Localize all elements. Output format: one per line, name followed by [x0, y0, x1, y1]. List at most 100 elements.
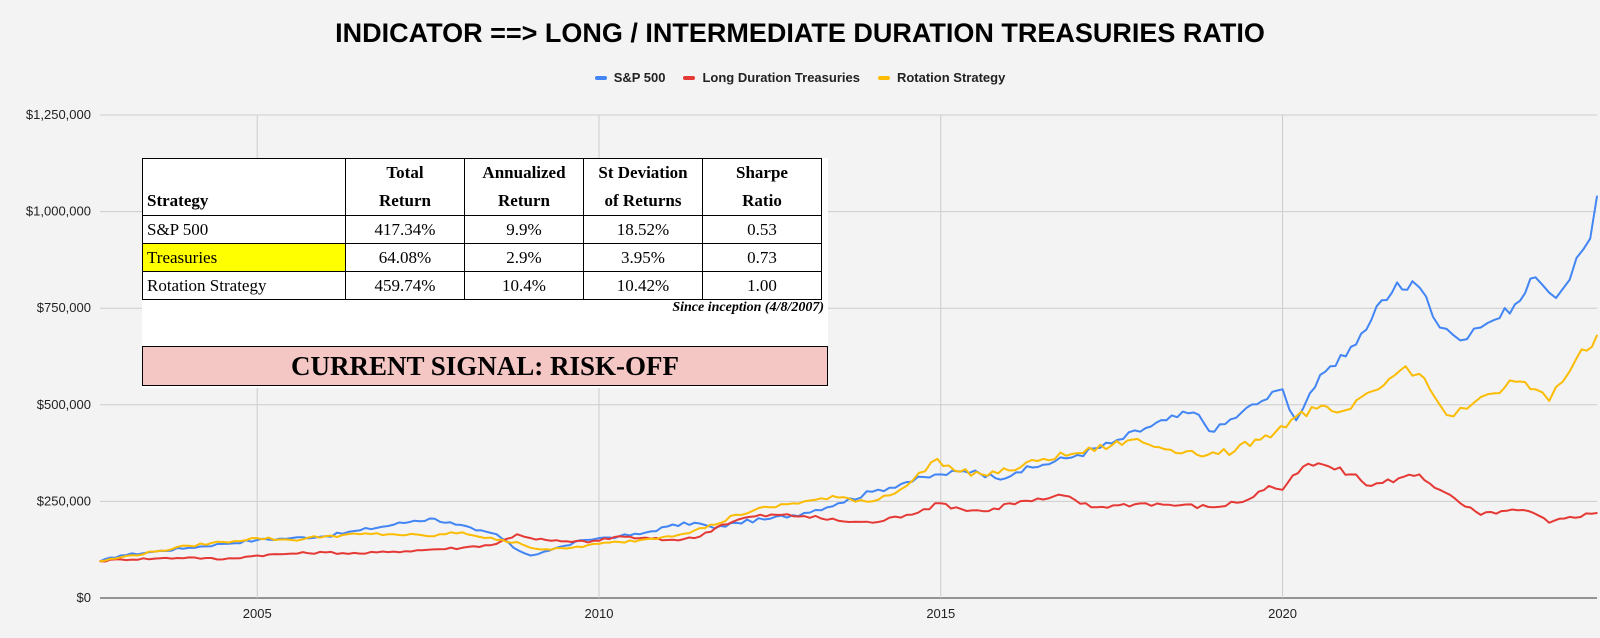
data-point-long-duration-treasuries	[1213, 506, 1216, 508]
data-point-rotation-strategy	[1315, 407, 1318, 410]
data-point-rotation-strategy	[516, 541, 518, 543]
axis-layer: $0 $250,000 $500,000 $750,000 $1,000,000 $1,2…	[26, 107, 1297, 621]
cell-strategy: Treasuries	[142, 243, 346, 272]
data-point-long-duration-treasuries	[1145, 502, 1147, 505]
legend-swatch-sp500	[594, 75, 607, 80]
data-point-rotation-strategy	[1534, 388, 1537, 391]
data-point-rotation-strategy	[222, 541, 224, 543]
data-point-long-duration-treasuries	[666, 539, 669, 541]
data-point-s-p-500	[1411, 280, 1414, 282]
data-point-long-duration-treasuries	[570, 541, 573, 543]
series-layer	[99, 195, 1598, 563]
data-point-s-p-500	[639, 533, 641, 536]
data-point-s-p-500	[1479, 326, 1482, 329]
data-point-s-p-500	[1452, 334, 1455, 337]
legend-item-rotation-strategy[interactable]: Rotation Strategy	[877, 70, 1006, 85]
cell-total-return: 64.08%	[345, 243, 465, 272]
data-point-s-p-500	[1213, 431, 1216, 433]
data-point-long-duration-treasuries	[358, 552, 361, 555]
data-point-s-p-500	[512, 546, 515, 549]
data-point-rotation-strategy	[1548, 400, 1550, 402]
data-point-rotation-strategy	[1186, 450, 1188, 452]
data-point-s-p-500	[1596, 195, 1598, 197]
stats-header-row: Strategy Total Return Annualized Return St…	[142, 158, 822, 216]
data-point-rotation-strategy	[256, 537, 259, 539]
data-point-long-duration-treasuries	[1090, 506, 1092, 508]
cell-strategy: S&P 500	[142, 215, 346, 244]
header-sharpe-ratio: Sharpe Ratio	[702, 158, 822, 216]
data-point-s-p-500	[393, 523, 395, 526]
data-point-long-duration-treasuries	[393, 550, 395, 553]
data-point-s-p-500	[1438, 326, 1441, 329]
data-point-long-duration-treasuries	[516, 533, 518, 536]
data-point-s-p-500	[1466, 338, 1468, 340]
legend-label-rotation-strategy: Rotation Strategy	[896, 70, 1006, 85]
data-point-rotation-strategy	[1042, 458, 1045, 460]
data-point-long-duration-treasuries	[188, 556, 190, 559]
legend-item-sp500[interactable]: S&P 500	[594, 70, 666, 85]
data-point-rotation-strategy	[1110, 444, 1113, 447]
data-point-s-p-500	[222, 543, 224, 545]
cell-st-deviation: 3.95%	[583, 243, 703, 272]
header-strategy: Strategy	[142, 158, 346, 216]
data-point-s-p-500	[994, 477, 997, 480]
legend-item-long-duration-treasuries[interactable]: Long Duration Treasuries	[683, 70, 860, 85]
data-point-s-p-500	[529, 554, 532, 557]
data-point-s-p-500	[1281, 388, 1284, 391]
cell-annualized-return: 10.4%	[464, 271, 584, 300]
data-point-rotation-strategy	[570, 546, 573, 549]
data-point-long-duration-treasuries	[960, 508, 963, 510]
data-point-rotation-strategy	[99, 560, 101, 563]
data-point-rotation-strategy	[837, 496, 840, 499]
data-point-rotation-strategy	[119, 556, 122, 559]
data-point-rotation-strategy	[1418, 373, 1421, 375]
cell-annualized-return: 9.9%	[464, 215, 584, 244]
header-annualized-return: Annualized Return	[464, 158, 584, 216]
data-point-rotation-strategy	[1131, 438, 1133, 441]
data-point-s-p-500	[693, 521, 696, 524]
data-point-s-p-500	[358, 529, 361, 532]
data-point-long-duration-treasuries	[1008, 502, 1010, 505]
data-point-rotation-strategy	[1233, 450, 1236, 452]
series-line-rotation-strategy	[99, 334, 1598, 563]
data-point-rotation-strategy	[324, 535, 327, 537]
data-point-s-p-500	[1165, 419, 1168, 422]
data-point-long-duration-treasuries	[1568, 516, 1571, 518]
data-point-s-p-500	[413, 519, 416, 522]
data-point-rotation-strategy	[1514, 380, 1516, 383]
table-row: Treasuries 64.08% 2.9% 3.95% 0.73	[142, 243, 822, 272]
data-point-rotation-strategy	[693, 529, 696, 532]
data-point-long-duration-treasuries	[693, 537, 696, 539]
cell-sharpe-ratio: 0.53	[702, 215, 822, 244]
data-point-long-duration-treasuries	[748, 516, 751, 518]
data-point-s-p-500	[734, 521, 737, 524]
data-point-long-duration-treasuries	[1370, 485, 1373, 487]
data-point-long-duration-treasuries	[803, 515, 805, 517]
data-point-s-p-500	[1534, 276, 1537, 279]
data-point-long-duration-treasuries	[837, 519, 840, 522]
data-point-rotation-strategy	[188, 545, 190, 547]
cell-strategy: Rotation Strategy	[142, 271, 346, 300]
y-tick-label: $500,000	[37, 397, 91, 412]
legend-label-sp500: S&P 500	[613, 70, 666, 85]
data-point-long-duration-treasuries	[598, 540, 600, 542]
data-point-long-duration-treasuries	[1042, 498, 1045, 501]
data-point-long-duration-treasuries	[256, 554, 259, 557]
data-point-rotation-strategy	[1404, 365, 1407, 367]
data-point-long-duration-treasuries	[1302, 465, 1304, 468]
x-tick-label: 2015	[926, 606, 955, 621]
table-row: S&P 500 417.34% 9.9% 18.52% 0.53	[142, 215, 822, 244]
data-point-long-duration-treasuries	[1479, 514, 1482, 516]
data-point-rotation-strategy	[618, 541, 621, 543]
x-tick-label: 2020	[1268, 606, 1297, 621]
current-signal-banner: CURRENT SIGNAL: RISK-OFF	[142, 346, 828, 386]
data-point-long-duration-treasuries	[905, 514, 908, 516]
data-point-s-p-500	[1548, 291, 1550, 294]
data-point-s-p-500	[1391, 291, 1393, 294]
data-point-rotation-strategy	[980, 473, 983, 476]
cell-st-deviation: 18.52%	[583, 215, 703, 244]
data-point-s-p-500	[803, 512, 805, 514]
data-point-s-p-500	[1309, 392, 1311, 395]
data-point-long-duration-treasuries	[222, 558, 224, 561]
